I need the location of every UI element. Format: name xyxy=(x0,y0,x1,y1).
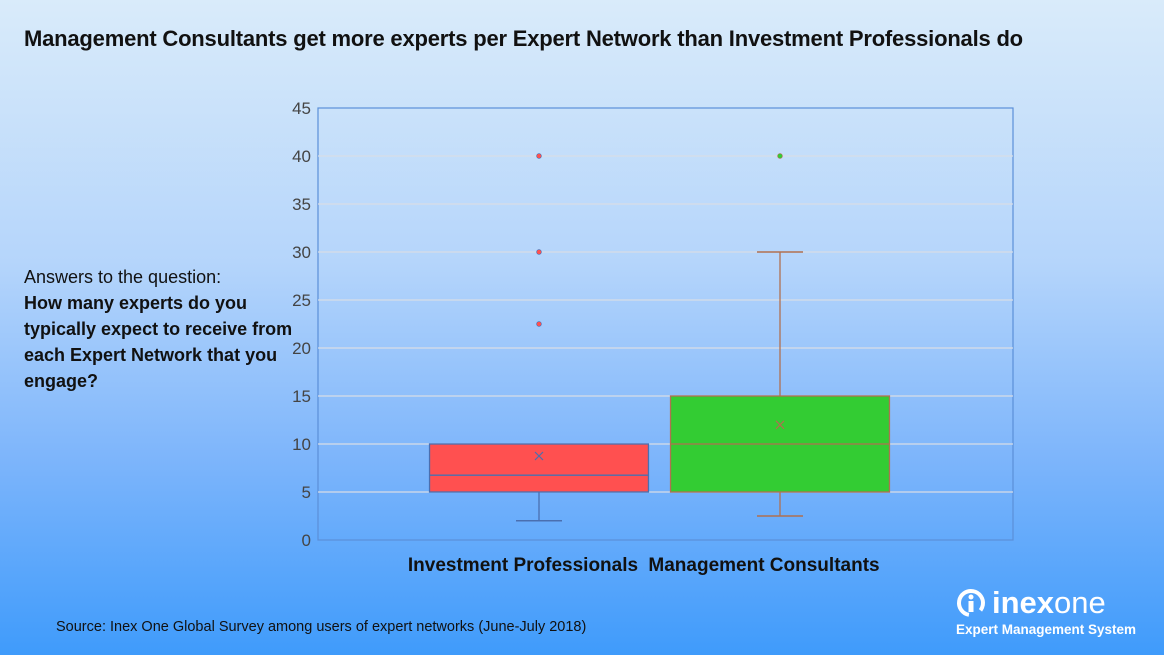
logo: inexone Expert Management System xyxy=(956,585,1137,638)
logo-tagline: Expert Management System xyxy=(956,622,1137,637)
logo-light: one xyxy=(1054,585,1106,620)
outlier-point xyxy=(536,249,542,255)
x-category-label: Investment Professionals xyxy=(408,555,638,576)
y-tick-label: 30 xyxy=(292,243,311,262)
question-body: How many experts do you typically expect… xyxy=(24,293,293,391)
y-tick-label: 40 xyxy=(292,147,311,166)
y-tick-label: 35 xyxy=(292,195,311,214)
mean-marker xyxy=(775,420,785,430)
question-text: Answers to the question: How many expert… xyxy=(24,264,294,394)
source-note: Source: Inex One Global Survey among use… xyxy=(56,619,587,635)
y-tick-label: 10 xyxy=(292,435,311,454)
outlier-point xyxy=(777,153,783,159)
y-tick-label: 5 xyxy=(302,483,311,502)
mean-marker xyxy=(534,451,544,461)
plot-area xyxy=(317,107,1014,541)
question-intro: Answers to the question: xyxy=(24,267,222,287)
logo-bold: inex xyxy=(992,585,1055,620)
outlier-point xyxy=(536,321,542,327)
info-logo-icon xyxy=(957,589,985,617)
x-category-label: Management Consultants xyxy=(648,555,879,576)
y-tick-label: 25 xyxy=(292,291,311,310)
y-tick-label: 15 xyxy=(292,387,311,406)
box xyxy=(428,443,650,493)
y-tick-label: 20 xyxy=(292,339,311,358)
outlier-point xyxy=(536,153,542,159)
y-tick-label: 0 xyxy=(302,531,311,550)
y-tick-label: 45 xyxy=(292,99,311,118)
chart-title: Management Consultants get more experts … xyxy=(24,26,1023,51)
